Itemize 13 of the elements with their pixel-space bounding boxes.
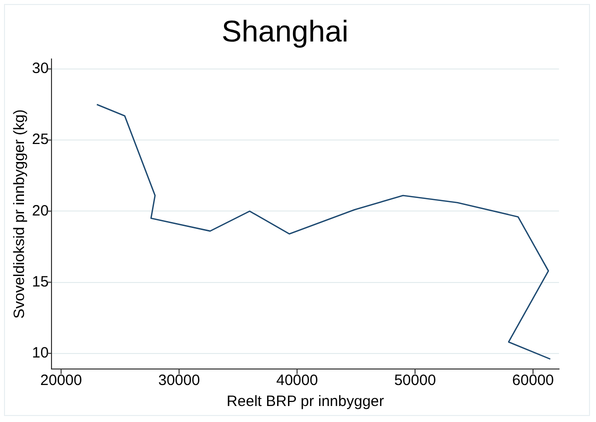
y-tick-label: 20 [32, 202, 49, 220]
y-tick-label: 15 [32, 273, 49, 290]
y-tick-label: 10 [32, 344, 49, 362]
y-tick-label: 25 [32, 131, 49, 148]
x-tick-label: 60000 [512, 372, 554, 390]
x-tick-label: 50000 [394, 372, 436, 390]
chart-title: Shanghai [222, 15, 348, 48]
x-tick-label: 20000 [40, 372, 82, 390]
y-tick-label: 30 [32, 60, 49, 78]
y-axis-title: Svoveldioksid pr innbygger (kg) [11, 109, 28, 319]
x-tick-label: 30000 [158, 372, 200, 390]
x-tick-label: 40000 [276, 372, 318, 390]
x-axis-title: Reelt BRP pr innbygger [226, 393, 384, 410]
